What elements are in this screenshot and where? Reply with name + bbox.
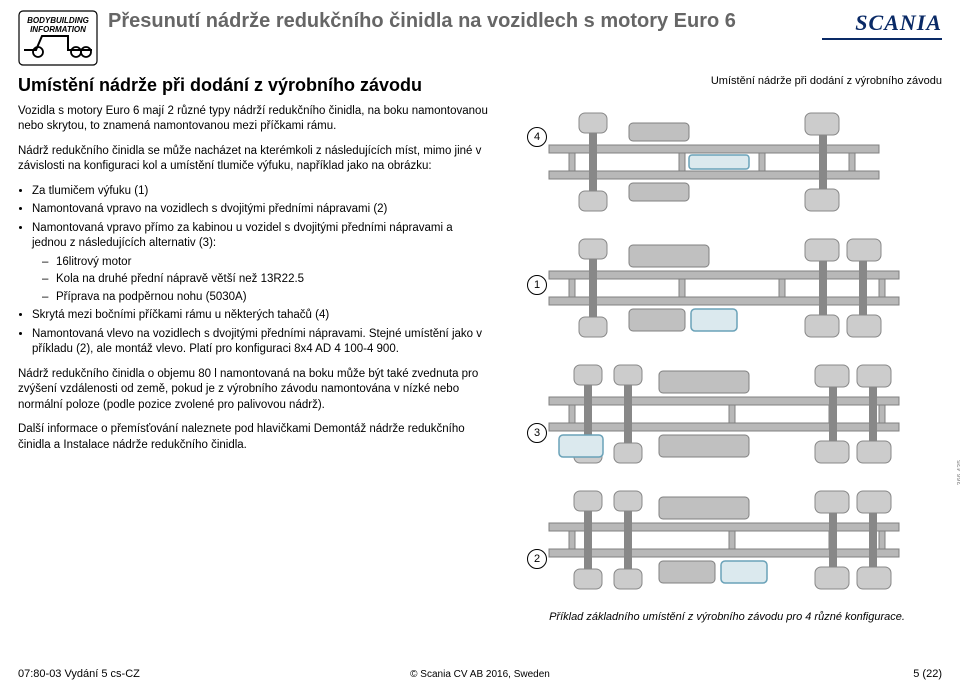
bullet-3-text: Namontovaná vpravo přímo za kabinou u vo… (32, 222, 453, 250)
paragraph-1: Vozidla s motory Euro 6 mají 2 různé typ… (18, 104, 488, 135)
bullet-4: Skrytá mezi bočními příčkami rámu u někt… (32, 308, 488, 324)
paragraph-3: Nádrž redukčního činidla o objemu 80 l n… (18, 367, 488, 414)
badge-2: 2 (527, 549, 547, 569)
bodybuilding-info-icon: BODYBUILDING INFORMATION (18, 10, 98, 69)
bullet-5: Namontovaná vlevo na vozidlech s dvojitý… (32, 327, 488, 358)
footer-right: 5 (22) (913, 668, 942, 680)
sub-2: Kola na druhé přední nápravě větší než 1… (56, 272, 488, 288)
bullet-list: Za tlumičem výfuku (1) Namontovaná vprav… (18, 184, 488, 358)
badge-3: 3 (527, 423, 547, 443)
brand-underline (822, 38, 942, 40)
sublist: 16litrový motor Kola na druhé přední náp… (32, 255, 488, 306)
brand-text: SCANIA (822, 10, 942, 36)
badge-1: 1 (527, 275, 547, 295)
chassis-config-4: 4 (529, 101, 919, 219)
badge-4: 4 (527, 127, 547, 147)
sub-1: 16litrový motor (56, 255, 488, 271)
section-title: Umístění nádrže při dodání z výrobního z… (18, 75, 488, 96)
right-header-note: Umístění nádrže při dodání z výrobního z… (506, 75, 942, 87)
sub-3: Příprava na podpěrnou nohu (5030A) (56, 290, 488, 306)
paragraph-4: Další informace o přemísťování naleznete… (18, 422, 488, 453)
header: BODYBUILDING INFORMATION Přesunutí nádrž… (18, 10, 942, 69)
chassis-config-1: 1 (529, 227, 919, 345)
footer-left: 07:80-03 Vydání 5 cs-CZ (18, 668, 140, 680)
right-column: Umístění nádrže při dodání z výrobního z… (506, 75, 942, 623)
document-title: Přesunutí nádrže redukčního činidla na v… (108, 10, 812, 33)
footer-center: © Scania CV AB 2016, Sweden (410, 669, 550, 680)
diagram-caption: Příklad základního umístění z výrobního … (543, 611, 905, 623)
bullet-2: Namontovaná vpravo na vozidlech s dvojit… (32, 202, 488, 218)
chassis-config-3: 3 (529, 353, 919, 471)
diagram-stack: 4 (506, 101, 942, 623)
chassis-config-2: 2 (529, 479, 919, 597)
paragraph-2: Nádrž redukčního činidla se může nacháze… (18, 144, 488, 175)
badge-text-bottom: INFORMATION (30, 25, 86, 34)
bullet-1: Za tlumičem výfuku (1) (32, 184, 488, 200)
brand-logo: SCANIA (822, 10, 942, 40)
bullet-3: Namontovaná vpravo přímo za kabinou u vo… (32, 221, 488, 306)
left-column: Umístění nádrže při dodání z výrobního z… (18, 75, 488, 623)
badge-text-top: BODYBUILDING (27, 16, 89, 25)
footer: 07:80-03 Vydání 5 cs-CZ © Scania CV AB 2… (18, 668, 942, 680)
